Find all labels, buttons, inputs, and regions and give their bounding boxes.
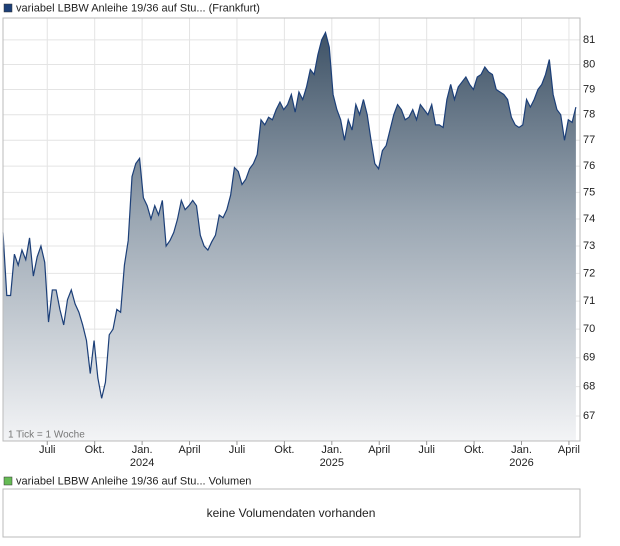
y-tick-label: 68 — [583, 381, 595, 393]
x-tick-label: Juli — [39, 444, 56, 456]
x-tick-label: April — [368, 444, 390, 456]
y-tick-label: 71 — [583, 295, 595, 307]
volume-frame — [2, 488, 581, 538]
x-tick-year: 2026 — [509, 457, 533, 469]
y-tick-label: 72 — [583, 267, 595, 279]
x-tick-label: Jan. — [321, 444, 342, 456]
y-tick-label: 75 — [583, 186, 595, 198]
y-tick-label: 74 — [583, 213, 595, 225]
y-tick-label: 69 — [583, 352, 595, 364]
x-tick-label: April — [179, 444, 201, 456]
volume-message: keine Volumendaten vorhanden — [207, 506, 376, 520]
x-tick-year: 2024 — [130, 457, 154, 469]
y-tick-label: 67 — [583, 410, 595, 422]
x-tick-label: Okt. — [274, 444, 294, 456]
x-tick-year: 2025 — [320, 457, 344, 469]
x-tick-label: Okt. — [85, 444, 105, 456]
x-tick-label: Jan. — [132, 444, 153, 456]
tick-note: 1 Tick = 1 Woche — [8, 430, 85, 441]
legend-swatch — [3, 3, 13, 13]
y-tick-label: 80 — [583, 58, 595, 70]
x-tick-label: Juli — [418, 444, 435, 456]
legend-label: variabel LBBW Anleihe 19/36 auf Stu... (… — [16, 2, 260, 14]
y-tick-label: 73 — [583, 240, 595, 252]
plot-frame — [2, 17, 581, 442]
x-tick-label: April — [558, 444, 580, 456]
volume-legend-swatch — [3, 476, 13, 486]
y-tick-label: 70 — [583, 323, 595, 335]
x-tick-label: Juli — [229, 444, 246, 456]
line — [2, 30, 577, 399]
area — [3, 32, 576, 441]
x-tick-label: Jan. — [511, 444, 532, 456]
y-tick-label: 77 — [583, 134, 595, 146]
x-tick-label: Okt. — [464, 444, 484, 456]
y-tick-label: 76 — [583, 160, 595, 172]
y-tick-label: 79 — [583, 83, 595, 95]
y-tick-label: 81 — [583, 34, 595, 46]
volume-legend-label: variabel LBBW Anleihe 19/36 auf Stu... V… — [16, 475, 251, 487]
y-tick-label: 78 — [583, 109, 595, 121]
